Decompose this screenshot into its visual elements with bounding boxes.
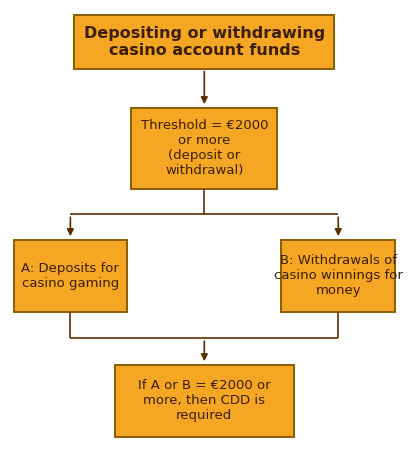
FancyBboxPatch shape (115, 365, 293, 437)
Text: If A or B = €2000 or
more, then CDD is
required: If A or B = €2000 or more, then CDD is r… (138, 379, 270, 422)
FancyBboxPatch shape (131, 108, 278, 189)
FancyBboxPatch shape (13, 240, 127, 312)
Text: A: Deposits for
casino gaming: A: Deposits for casino gaming (21, 262, 119, 290)
Text: Depositing or withdrawing
casino account funds: Depositing or withdrawing casino account… (84, 26, 325, 58)
Text: Threshold = €2000
or more
(deposit or
withdrawal): Threshold = €2000 or more (deposit or wi… (140, 119, 268, 178)
FancyBboxPatch shape (74, 15, 334, 69)
Text: B: Withdrawals of
casino winnings for
money: B: Withdrawals of casino winnings for mo… (274, 254, 403, 297)
FancyBboxPatch shape (281, 240, 395, 312)
